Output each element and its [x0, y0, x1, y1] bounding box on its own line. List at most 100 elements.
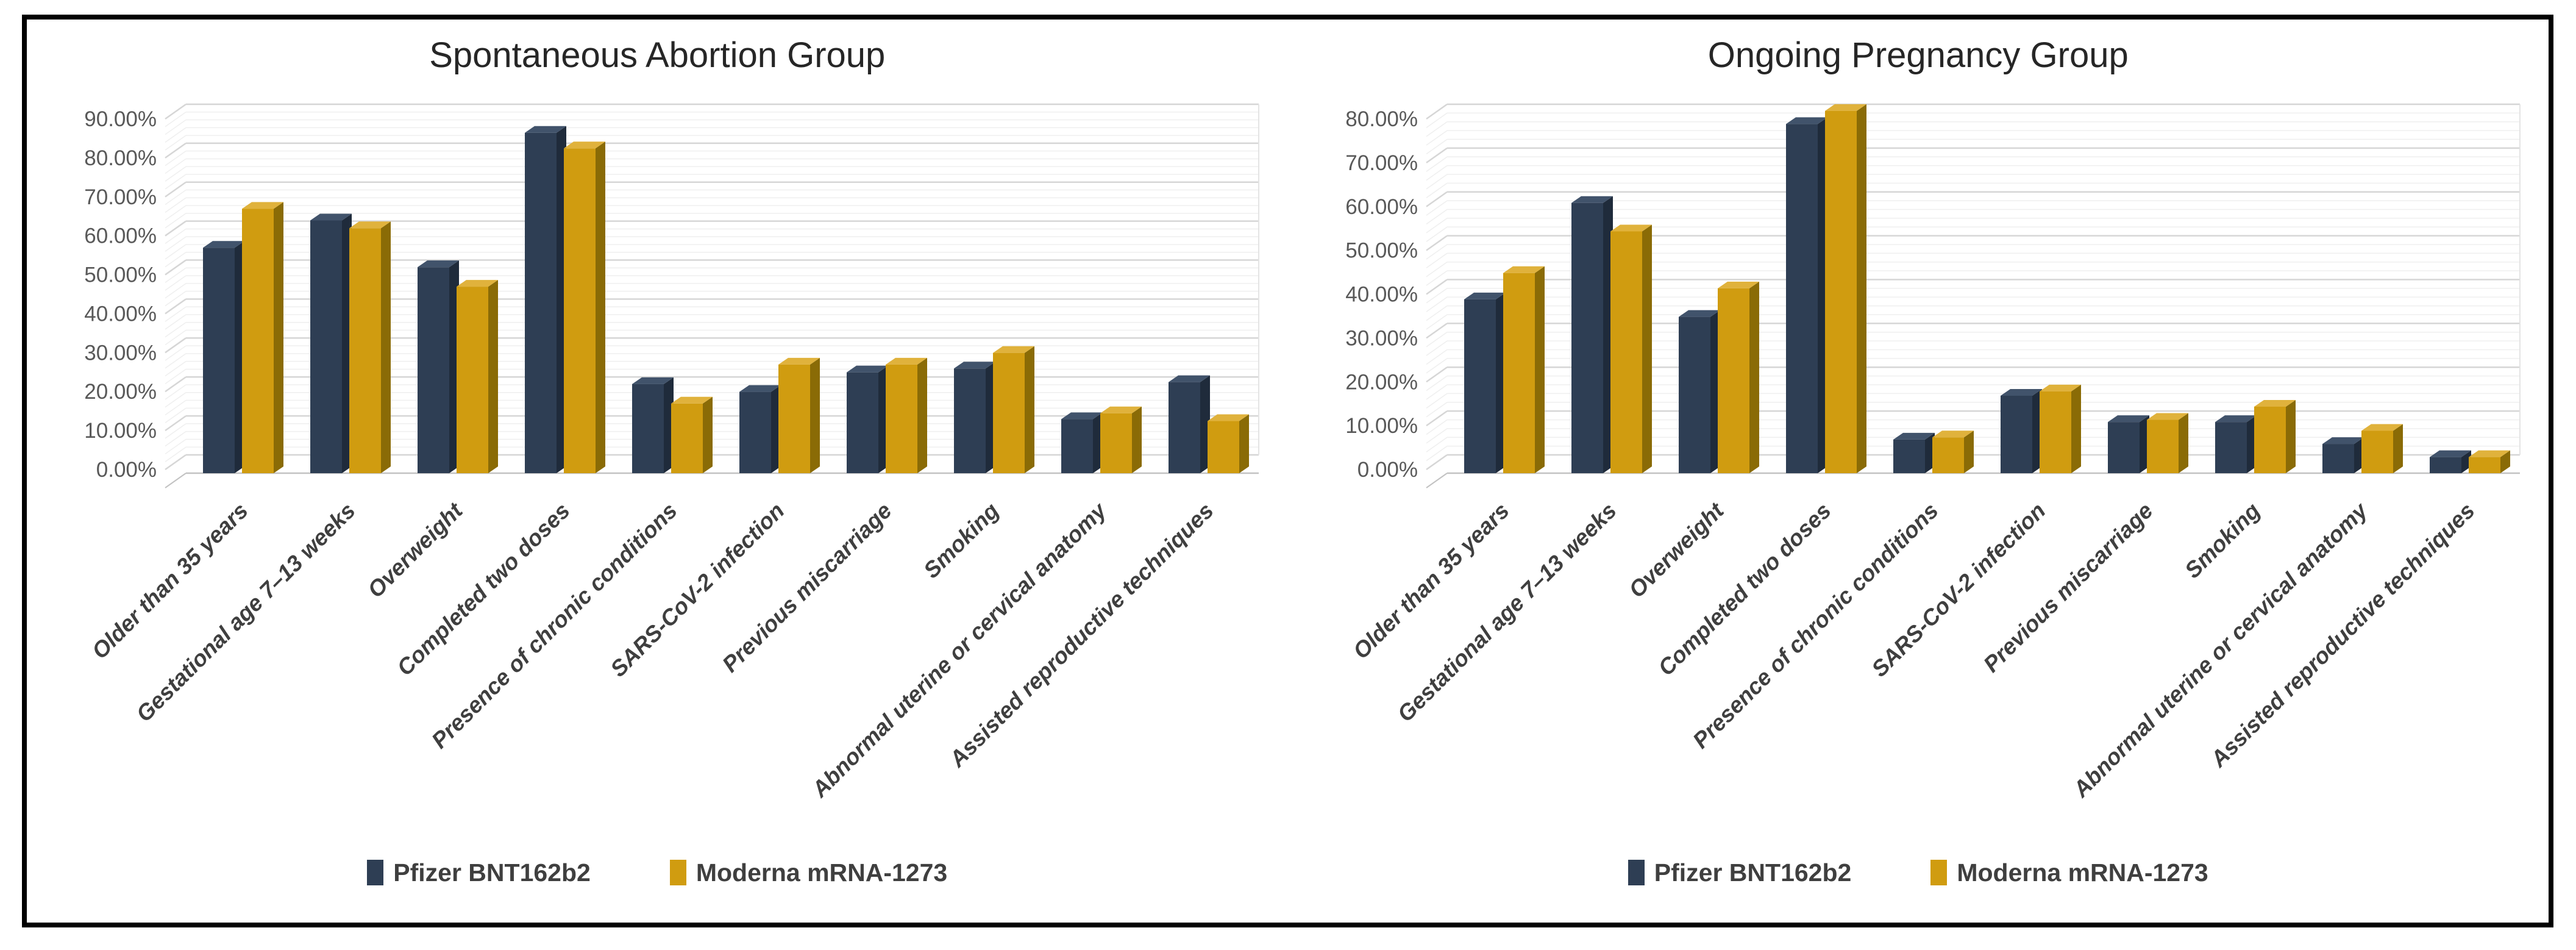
bar-front-face	[1571, 202, 1603, 473]
bar-front-face	[310, 220, 343, 473]
gridlines-minor	[165, 112, 1259, 462]
bar-front-face	[418, 267, 450, 473]
bar-front-face	[1503, 273, 1535, 473]
category-label: Overweight	[363, 497, 468, 602]
bar-front-face	[1824, 110, 1857, 473]
bar-top-face	[2146, 413, 2188, 420]
bar-moderna-cat4	[671, 396, 713, 473]
legend-item-moderna: Moderna mRNA-1273	[669, 859, 947, 887]
gridline-wall-connector	[1426, 200, 1448, 216]
bar-top-face	[1571, 196, 1613, 203]
bar-top-face	[2468, 450, 2510, 457]
gridline-wall-connector	[165, 306, 187, 322]
bar-top-face	[2039, 384, 2081, 391]
gridline-wall-connector	[1426, 446, 1448, 462]
gridline-wall-connector	[1426, 147, 1448, 163]
y-tick-label: 30.00%	[1345, 326, 1418, 350]
bar-front-face	[1464, 299, 1496, 473]
gridline-wall-connector	[1426, 112, 1448, 128]
gridline-wall-connector	[165, 314, 187, 330]
gridline-wall-connector	[165, 438, 187, 455]
gridline-wall-connector	[1426, 235, 1448, 251]
legend-label-moderna: Moderna mRNA-1273	[1957, 858, 2208, 887]
gridline-wall-connector	[1426, 323, 1448, 339]
bar-moderna-cat9	[2468, 450, 2510, 473]
bar-side-face	[1239, 414, 1250, 473]
bar-front-face	[1610, 231, 1642, 473]
bar-pfizer-cat0	[203, 241, 245, 473]
bar-top-face	[2254, 399, 2296, 407]
bar-front-face	[2000, 396, 2032, 473]
bar-front-face	[1208, 421, 1240, 473]
bar-pfizer-cat3	[1785, 117, 1827, 473]
gridlines-major	[165, 103, 1260, 488]
gridline-wall-connector	[1426, 349, 1448, 365]
legend-item-pfizer: Pfizer BNT162b2	[1628, 859, 1851, 887]
bar-front-face	[739, 391, 772, 473]
gridline-wall-connector	[165, 267, 187, 283]
bar-front-face	[954, 368, 986, 473]
bar-moderna-cat4	[1932, 430, 1974, 473]
gridline-wall-connector	[1426, 437, 1448, 452]
bar-top-face	[418, 260, 460, 268]
bar-top-face	[671, 396, 713, 404]
bar-pfizer-cat4	[1893, 432, 1935, 473]
gridline-wall-connector	[165, 142, 187, 159]
bar-front-face	[2468, 457, 2500, 473]
gridline-wall-connector	[1426, 279, 1448, 295]
gridline-wall-connector	[1426, 218, 1448, 234]
bar-front-face	[993, 352, 1025, 473]
gridline-wall-connector	[165, 135, 187, 151]
category-label: SARS-CoV-2 infection	[606, 498, 789, 682]
bar-front-face	[2361, 430, 2393, 473]
bar-top-face	[1100, 406, 1142, 413]
legend-swatch-pfizer	[367, 860, 384, 885]
gridline-wall-connector	[1426, 156, 1448, 172]
gridline-wall-connector	[165, 361, 187, 377]
gridline-wall-connector	[165, 151, 187, 166]
gridline-wall-connector	[165, 213, 187, 229]
gridline-wall-connector	[165, 189, 187, 205]
bar-top-face	[2429, 450, 2471, 457]
y-tick-label: 20.00%	[1345, 370, 1418, 394]
bar-top-face	[2000, 389, 2042, 396]
bar-moderna-cat3	[1824, 104, 1866, 473]
bar-front-face	[1061, 419, 1094, 473]
gridline-wall-connector	[1426, 226, 1448, 242]
gridline-wall-connector	[165, 220, 187, 237]
legend-swatch-pfizer	[1628, 860, 1645, 885]
bar-top-face	[525, 126, 567, 133]
gridline-wall-connector	[1426, 305, 1448, 321]
bar-side-face	[1025, 346, 1035, 473]
bar-top-face	[632, 377, 674, 384]
bar-top-face	[1169, 375, 1211, 382]
bar-top-face	[310, 213, 352, 221]
figure-frame: Spontaneous Abortion Group 0.00% 10.00% 20…	[22, 15, 2553, 927]
bar-pfizer-cat7	[2215, 415, 2257, 473]
gridline-wall-connector	[165, 392, 187, 408]
gridline-wall-connector	[165, 112, 187, 127]
gridline-wall-connector	[165, 407, 187, 423]
bar-top-face	[1932, 430, 1974, 438]
gridline-wall-connector	[1426, 296, 1448, 312]
bar-moderna-cat9	[1208, 414, 1250, 473]
bar-front-face	[1678, 316, 1710, 473]
gridline-wall-connector	[1426, 262, 1448, 277]
y-tick-label: 60.00%	[85, 224, 157, 248]
bar-top-face	[203, 241, 245, 248]
gridline-wall-connector	[165, 322, 187, 338]
gridline-wall-connector	[1426, 288, 1448, 304]
bar-front-face	[2254, 406, 2286, 473]
bar-pfizer-cat6	[847, 365, 889, 473]
y-tick-label: 80.00%	[1345, 107, 1418, 131]
gridline-wall-connector	[165, 174, 187, 190]
bar-top-face	[739, 385, 781, 392]
gridline-wall-connector	[1426, 419, 1448, 435]
bar-pfizer-cat9	[1169, 375, 1211, 473]
bar-moderna-cat3	[564, 141, 606, 474]
bar-top-face	[2322, 437, 2364, 445]
x-axis-wall-connector	[165, 473, 187, 488]
gridline-wall-connector	[1426, 130, 1448, 146]
y-tick-label: 90.00%	[85, 107, 157, 131]
